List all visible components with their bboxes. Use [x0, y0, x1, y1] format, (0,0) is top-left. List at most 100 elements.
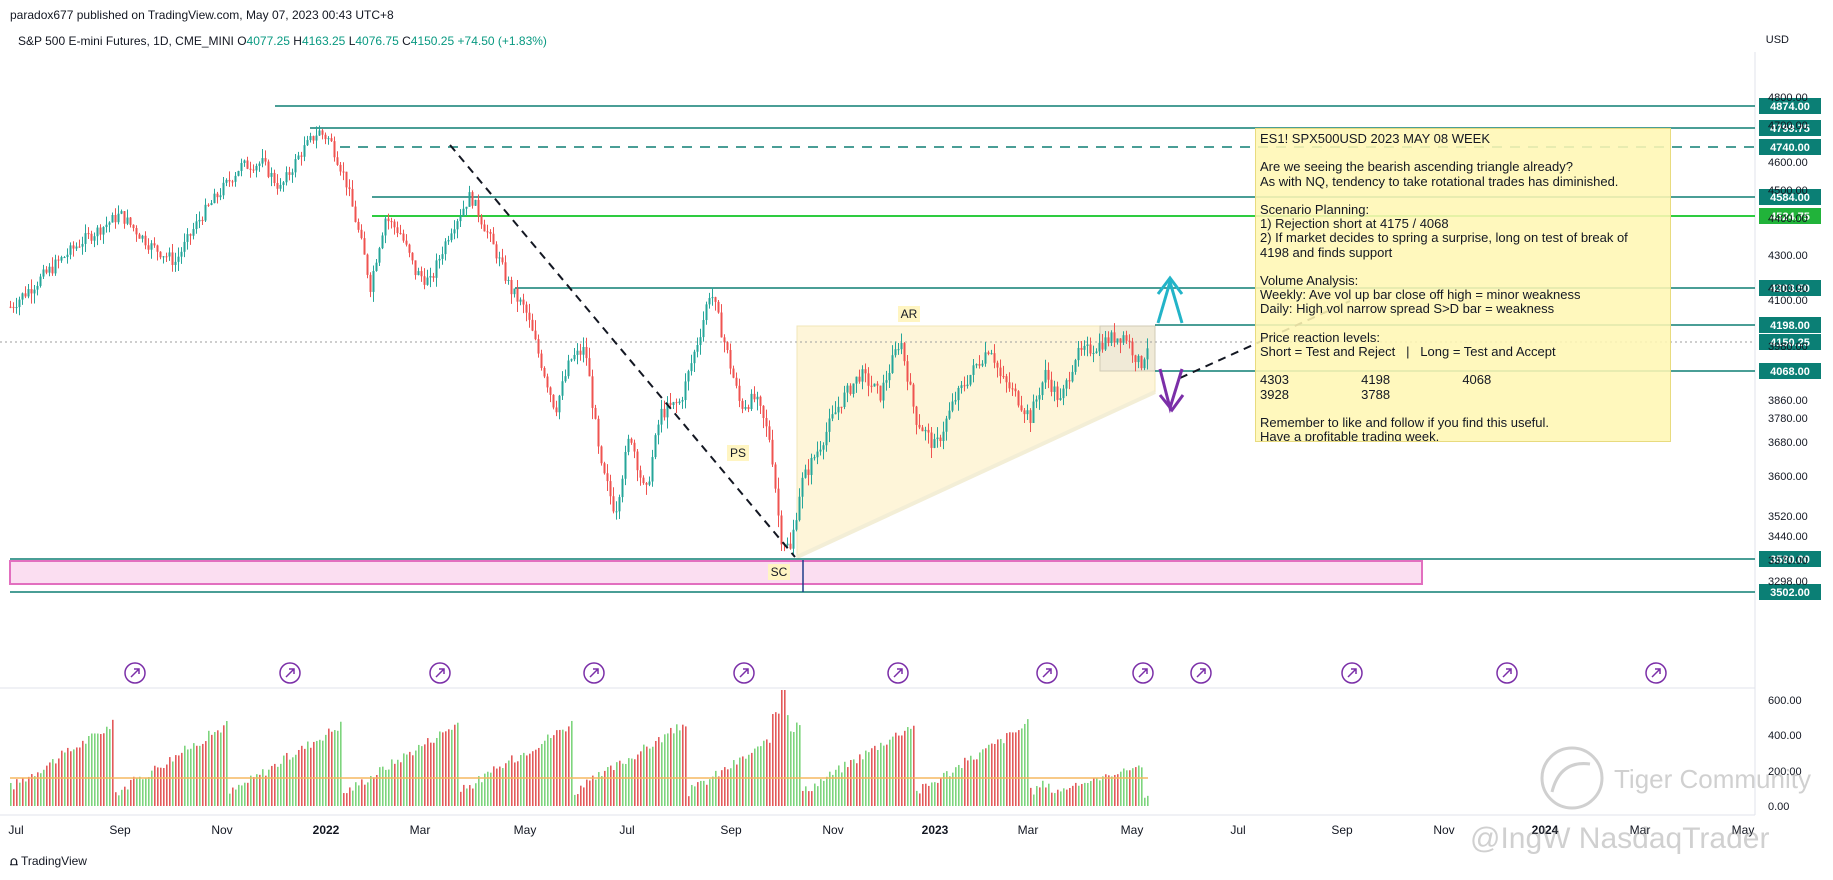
candle-body	[27, 289, 30, 297]
volume-bar	[391, 759, 393, 806]
volume-bar	[562, 729, 564, 806]
annotation-ps: PS	[730, 446, 746, 460]
dividend-event-icon[interactable]	[1132, 662, 1154, 684]
time-tick-label: Jul	[8, 823, 23, 837]
volume-bar	[901, 735, 903, 806]
candle-body	[756, 396, 759, 400]
candle-body	[912, 384, 915, 407]
ascending-triangle[interactable]	[796, 325, 1156, 559]
candle-body	[1035, 399, 1038, 402]
volume-bar	[136, 778, 138, 806]
volume-bar	[862, 759, 864, 806]
volume-bar	[133, 776, 135, 806]
volume-bar	[769, 742, 771, 806]
candle-body	[675, 402, 678, 404]
candle-body	[549, 387, 552, 395]
dividend-event-icon[interactable]	[279, 662, 301, 684]
candle-body	[666, 402, 669, 418]
candle-body	[477, 199, 480, 217]
volume-bar	[880, 742, 882, 806]
volume-bar	[1069, 788, 1071, 806]
candle-body	[681, 400, 684, 402]
candle-body	[1128, 340, 1131, 342]
dividend-event-icon[interactable]	[429, 662, 451, 684]
volume-bar	[592, 775, 594, 806]
candle-body	[246, 160, 249, 169]
volume-bar	[523, 752, 525, 806]
dividend-event-icon[interactable]	[887, 662, 909, 684]
dividend-event-icon[interactable]	[583, 662, 605, 684]
volume-bar	[700, 780, 702, 806]
dividend-event-icon[interactable]	[1341, 662, 1363, 684]
volume-bar	[295, 754, 297, 806]
volume-bar	[1111, 776, 1113, 806]
candle-body	[348, 187, 351, 189]
volume-bar	[361, 779, 363, 806]
volume-bar	[394, 763, 396, 806]
arrow-down-head	[1158, 394, 1185, 413]
candle-body	[906, 361, 909, 382]
candle-body	[363, 238, 366, 255]
volume-bar	[496, 768, 498, 806]
candle-body	[1137, 355, 1140, 363]
candle-body	[684, 381, 687, 401]
volume-bar	[625, 763, 627, 806]
volume-bar	[547, 734, 549, 806]
volume-bar	[1102, 776, 1104, 806]
dividend-event-icon[interactable]	[1036, 662, 1058, 684]
candle-body	[1089, 344, 1092, 354]
candle-body	[234, 175, 237, 182]
tradingview-logo[interactable]: ⩍ TradingView	[10, 854, 87, 869]
candle-body	[846, 385, 849, 393]
price-tick-label: 4300.00	[1768, 250, 1808, 262]
candle-body	[540, 353, 543, 368]
note-body: Are we seeing the bearish ascending tria…	[1260, 159, 1628, 441]
currency-label[interactable]: USD	[1765, 34, 1789, 46]
time-axis[interactable]: Jul Sep Nov 2022 Mar May Jul Sep Nov 2023 Mar May Ju…	[8, 823, 1754, 837]
dividend-event-icon[interactable]	[1190, 662, 1212, 684]
volume-bar	[1024, 723, 1026, 806]
candle-body	[54, 259, 57, 274]
time-tick-label: Nov	[211, 823, 232, 837]
dividend-event-icon[interactable]	[124, 662, 146, 684]
price-axis[interactable]: 4800.00 4700.00 4600.00 4500.00 4400.00 4300.…	[1768, 92, 1808, 813]
volume-bar	[205, 741, 207, 806]
event-markers[interactable]	[124, 662, 1667, 684]
candle-body	[342, 171, 345, 173]
candle-body	[639, 470, 642, 478]
candle-body	[1014, 388, 1017, 392]
candle-body	[240, 162, 243, 171]
dividend-event-icon[interactable]	[1496, 662, 1518, 684]
volume-bar	[163, 768, 165, 806]
volume-bar	[931, 782, 933, 806]
candle-body	[825, 431, 828, 446]
level-tag-bg	[1759, 98, 1821, 114]
candle-body	[51, 266, 54, 274]
candle-body	[198, 219, 201, 222]
volume-bar	[79, 747, 81, 806]
volume-bar	[556, 730, 558, 806]
candle-body	[189, 234, 192, 236]
candle-body	[927, 429, 930, 433]
candle-body	[723, 337, 726, 343]
volume-tick-label: 400.00	[1768, 730, 1802, 742]
volume-bar	[553, 735, 555, 806]
candle-body	[57, 259, 60, 261]
volume-bar	[208, 730, 210, 806]
analysis-note[interactable]: ES1! SPX500USD 2023 MAY 08 WEEK Are we s…	[1255, 128, 1671, 442]
candle-body	[225, 179, 228, 183]
volume-bar	[586, 779, 588, 806]
high-value: 4163.25	[301, 34, 346, 48]
volume-bar	[34, 776, 36, 806]
dividend-event-icon[interactable]	[1645, 662, 1667, 684]
volume-bar	[958, 764, 960, 806]
volume-bar	[964, 757, 966, 806]
candle-body	[609, 481, 612, 497]
open-label: O	[237, 34, 247, 48]
volume-bar	[148, 777, 150, 806]
volume-bar	[1075, 782, 1077, 806]
volume-bar	[910, 728, 912, 806]
dividend-event-icon[interactable]	[733, 662, 755, 684]
volume-bar	[886, 744, 888, 806]
support-zone[interactable]	[9, 560, 1423, 585]
